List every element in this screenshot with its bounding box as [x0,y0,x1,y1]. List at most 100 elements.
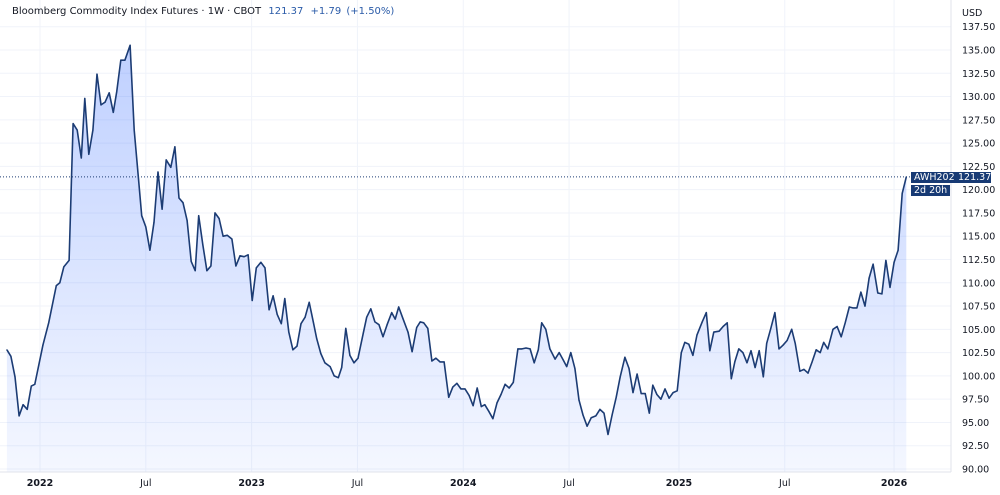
data-point [484,404,486,406]
data-point [10,355,12,357]
data-point [407,331,409,333]
data-point [480,406,482,408]
data-point [508,387,510,389]
x-tick-label: Jul [562,478,574,489]
data-point [607,433,609,436]
data-point [746,362,748,364]
data-point [182,202,184,204]
y-tick-label: 115.00 [962,232,995,243]
data-point [827,348,829,350]
y-tick-label: 102.50 [962,348,995,359]
data-point [464,388,466,390]
data-point [80,157,82,159]
x-tick-label: Jul [778,478,790,489]
data-point [104,101,106,103]
x-tick-label: 2024 [450,478,477,489]
data-point [260,261,262,263]
data-point [881,293,883,295]
data-point [320,352,322,355]
data-point [296,345,298,347]
data-point [239,255,241,257]
data-point [603,412,605,414]
data-point [88,153,90,155]
data-point [872,263,874,265]
data-point [840,336,842,338]
data-point [864,305,866,307]
data-point [709,350,711,352]
y-tick-label: 120.00 [962,185,995,196]
data-point [574,367,576,370]
y-tick-label: 105.00 [962,325,995,336]
symbol-title: Bloomberg Commodity Index Futures · 1W ·… [12,6,262,17]
data-point [504,383,506,385]
data-point [823,341,825,343]
x-tick-label: Jul [351,478,363,489]
data-point [333,375,335,377]
data-point [190,260,192,262]
data-point [370,308,372,310]
data-point [402,317,404,319]
data-point [100,104,102,106]
data-point [84,97,86,100]
data-point [836,325,838,328]
data-point [231,238,233,240]
data-point [198,215,200,217]
data-point [26,408,28,411]
data-point [337,377,339,379]
data-point [893,261,895,263]
data-point [545,328,547,330]
data-point [194,270,196,272]
time-axis[interactable]: 2022 Jul 2023 Jul 2024 Jul 2025 Jul 2026 [27,478,908,489]
data-point [264,267,266,269]
data-point [696,334,698,336]
data-point [411,351,413,353]
data-point [374,321,376,323]
data-point [431,360,433,362]
y-tick-label: 117.50 [962,208,995,219]
data-point [247,254,249,256]
data-point [456,382,458,384]
data-point [582,414,584,416]
symbol-tag: AWH2026 [911,172,964,183]
y-tick-label: 137.50 [962,22,995,33]
data-point [460,388,462,390]
data-point [770,327,772,329]
area-fill [6,45,907,473]
data-point [452,386,454,388]
data-point [316,338,318,340]
data-point [848,306,850,308]
data-point [644,392,646,395]
data-point [272,295,274,297]
data-point [819,352,821,354]
data-point [807,372,809,374]
data-point [844,322,846,324]
data-point [222,235,224,237]
data-point [722,325,724,328]
data-point [366,316,368,318]
data-point [30,385,32,387]
data-point [448,396,450,398]
data-point [18,415,20,417]
data-point [856,307,858,309]
data-point [202,243,204,246]
data-point [394,318,396,320]
y-tick-label: 130.00 [962,92,995,103]
data-point [496,402,498,404]
price-axis[interactable]: 137.50 135.00 132.50 130.00 127.50 125.00 122.… [962,22,995,475]
data-point [885,259,887,262]
data-point [803,368,805,370]
data-point [815,349,817,351]
data-point [791,328,793,330]
bar-countdown: 2d 20h [911,185,951,196]
data-point [648,412,650,414]
data-point [324,362,326,364]
data-point [632,392,634,394]
data-point [628,367,630,370]
data-point [754,366,756,369]
change-percent: (+1.50%) [346,6,395,17]
data-point [116,91,118,93]
data-point [472,405,474,407]
data-point [300,323,302,325]
data-point [308,301,310,303]
